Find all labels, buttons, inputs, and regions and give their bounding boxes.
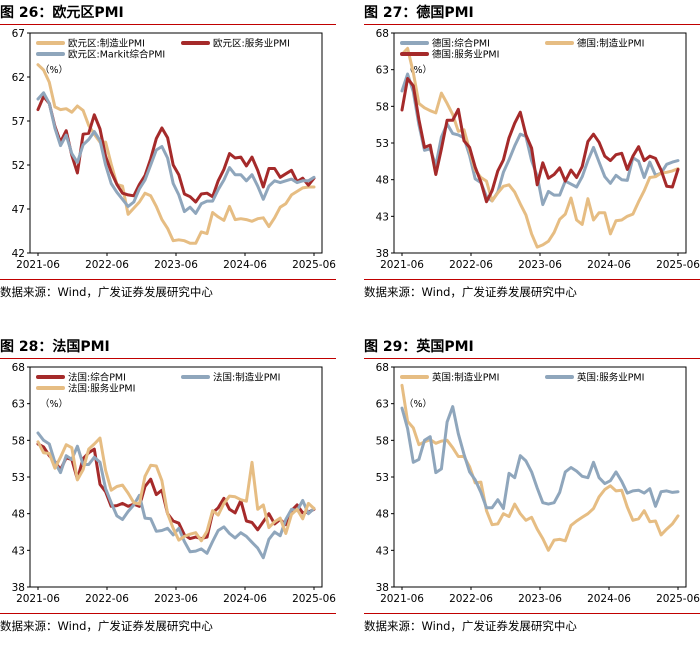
y-tick-label: 68 <box>376 28 389 40</box>
panel-france: 图 28：法国PMI 38 43 48 53 58 63 68 2021-06 2022-06 2… <box>0 334 336 652</box>
x-tick-label: 2021-06 <box>380 593 424 605</box>
y-tick-label: 48 <box>376 175 389 187</box>
x-tick-label: 2024-06 <box>223 259 267 271</box>
source-rule <box>364 279 700 280</box>
legend-label: 英国:制造业PMI <box>432 372 499 384</box>
legend-label: 英国:服务业PMI <box>577 372 644 384</box>
x-tick-label: 2023-06 <box>518 593 562 605</box>
source-rule <box>0 279 336 280</box>
eurozone-pmi-chart: 42 47 52 57 62 67 2021-06 2022-06 2023-06 2024-06… <box>12 28 337 271</box>
x-tick-label: 2022-06 <box>85 593 129 605</box>
y-tick-label: 62 <box>12 72 25 84</box>
legend-label: 欧元区:Markit综合PMI <box>68 49 165 61</box>
y-tick-label: 53 <box>376 472 389 484</box>
y-tick-label: 63 <box>376 399 389 411</box>
x-tick-label: 2022-06 <box>85 259 129 271</box>
plot-frame <box>393 32 687 254</box>
y-tick-label: 67 <box>12 28 25 40</box>
y-tick-label: 53 <box>376 138 389 150</box>
unit-label: （%） <box>404 398 432 410</box>
series-line-0 <box>36 442 316 541</box>
series-line-2 <box>36 436 316 543</box>
series-line-1 <box>36 94 316 204</box>
y-tick-label: 53 <box>12 472 25 484</box>
series-line-2 <box>400 77 680 204</box>
x-tick-label: 2023-06 <box>154 593 198 605</box>
x-tick-label: 2022-06 <box>449 259 493 271</box>
source-rule <box>0 613 336 614</box>
figure-title: 图 27：德国PMI <box>364 5 474 21</box>
legend-label: 法国:综合PMI <box>68 372 126 384</box>
title-rule <box>0 24 336 25</box>
unit-label: （%） <box>40 64 68 76</box>
x-tick-label: 2023-06 <box>154 259 198 271</box>
y-tick-label: 52 <box>12 160 25 172</box>
legend-label: 欧元区:服务业PMI <box>213 38 290 50</box>
x-tick-label: 2024-06 <box>587 259 631 271</box>
series-line-1 <box>36 431 316 560</box>
unit-label: （%） <box>40 398 68 410</box>
x-tick-label: 2025-06 <box>656 593 700 605</box>
x-tick-label: 2024-06 <box>587 593 631 605</box>
germany-pmi-chart: 38 43 48 53 58 63 68 2021-06 2022-06 2023-06 2024-… <box>376 28 700 271</box>
source-note: 数据来源：Wind，广发证券发展研究中心 <box>0 285 213 299</box>
y-tick-label: 58 <box>376 101 389 113</box>
legend-label: 法国:制造业PMI <box>213 372 280 384</box>
plot-frame <box>29 366 323 588</box>
france-pmi-chart: 38 43 48 53 58 63 68 2021-06 2022-06 2023-06 2024-… <box>12 362 337 605</box>
y-tick-label: 63 <box>376 65 389 77</box>
y-tick-label: 57 <box>12 116 25 128</box>
source-rule <box>364 613 700 614</box>
source-note: 数据来源：Wind，广发证券发展研究中心 <box>364 285 577 299</box>
x-tick-label: 2022-06 <box>449 593 493 605</box>
y-tick-label: 58 <box>376 435 389 447</box>
figure-title: 图 29：英国PMI <box>364 339 474 355</box>
plot-frame <box>29 32 323 254</box>
y-tick-label: 48 <box>12 509 25 521</box>
y-tick-label: 43 <box>12 545 25 557</box>
y-tick-label: 68 <box>12 362 25 374</box>
y-tick-label: 38 <box>376 582 389 594</box>
panel-uk: 图 29：英国PMI 38 43 48 53 58 63 68 2021-06 2022-06 2… <box>364 334 700 652</box>
legend-label: 欧元区:制造业PMI <box>68 38 145 50</box>
y-tick-label: 48 <box>376 509 389 521</box>
panel-germany: 图 27：德国PMI 38 43 48 53 58 63 68 2021-06 2022-06 2… <box>364 0 700 318</box>
y-tick-label: 47 <box>12 204 25 216</box>
x-tick-label: 2021-06 <box>16 259 60 271</box>
title-rule <box>0 358 336 359</box>
legend-label: 德国:制造业PMI <box>577 38 644 50</box>
series-line-2 <box>36 91 316 215</box>
legend-label: 德国:服务业PMI <box>432 49 499 61</box>
series-line-1 <box>400 46 680 249</box>
legend-label: 德国:综合PMI <box>432 38 490 50</box>
plot-frame <box>393 366 687 588</box>
y-tick-label: 38 <box>376 248 389 260</box>
source-note: 数据来源：Wind，广发证券发展研究中心 <box>364 619 577 633</box>
y-tick-label: 42 <box>12 248 25 260</box>
y-tick-label: 63 <box>12 399 25 411</box>
y-tick-label: 38 <box>12 582 25 594</box>
series-line-0 <box>400 383 680 552</box>
y-tick-label: 43 <box>376 211 389 223</box>
x-tick-label: 2025-06 <box>292 259 336 271</box>
x-tick-label: 2025-06 <box>656 259 700 271</box>
x-tick-label: 2025-06 <box>292 593 336 605</box>
figure-title: 图 26：欧元区PMI <box>0 5 124 21</box>
uk-pmi-chart: 38 43 48 53 58 63 68 2021-06 2022-06 2023-06 2024-… <box>376 362 700 605</box>
legend-label: 法国:服务业PMI <box>68 383 135 395</box>
series-line-0 <box>36 63 316 245</box>
figure-title: 图 28：法国PMI <box>0 339 110 355</box>
series-line-1 <box>400 405 680 510</box>
source-note: 数据来源：Wind，广发证券发展研究中心 <box>0 619 213 633</box>
y-tick-label: 43 <box>376 545 389 557</box>
x-tick-label: 2023-06 <box>518 259 562 271</box>
y-tick-label: 68 <box>376 362 389 374</box>
x-tick-label: 2024-06 <box>223 593 267 605</box>
x-tick-label: 2021-06 <box>380 259 424 271</box>
title-rule <box>364 24 700 25</box>
x-tick-label: 2021-06 <box>16 593 60 605</box>
panel-eurozone: 图 26：欧元区PMI 42 47 52 57 62 67 2021-06 2022-06 20… <box>0 0 336 318</box>
y-tick-label: 58 <box>12 435 25 447</box>
title-rule <box>364 358 700 359</box>
